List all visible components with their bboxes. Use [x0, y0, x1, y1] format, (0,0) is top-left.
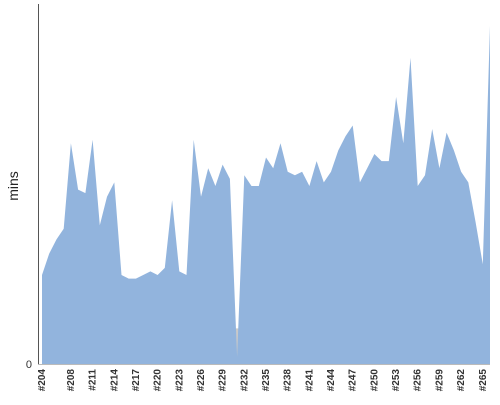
x-tick-label: #208 [66, 369, 77, 392]
x-tick-label: #244 [326, 369, 337, 392]
x-tick-label: #223 [174, 369, 185, 392]
x-tick-label: #238 [283, 369, 294, 392]
area-layer [42, 25, 490, 365]
x-tick-label: #253 [391, 369, 402, 392]
x-tick-label: #265 [478, 369, 489, 392]
x-tick-label: #220 [153, 369, 164, 392]
x-tick-label: #247 [348, 369, 359, 392]
gap-shade [234, 328, 241, 364]
area-series [42, 25, 490, 365]
y-tick-label: 0 [26, 359, 32, 371]
x-tick-label: #232 [239, 369, 250, 392]
x-tick-label: #226 [196, 369, 207, 392]
x-tick-label: #211 [88, 369, 99, 391]
y-axis-title: mins [5, 171, 21, 201]
x-tick-label: #204 [37, 369, 48, 392]
x-tick-label: #214 [109, 369, 120, 392]
x-tick-labels: #204 #208 #211 #214 #217 #220 #223 #226 #229 #232… [37, 369, 489, 392]
x-tick-label: #250 [369, 369, 380, 392]
x-tick-label: #259 [434, 369, 445, 392]
x-tick-label: #235 [261, 369, 272, 392]
x-tick-label: #262 [456, 369, 467, 392]
x-tick-label: #256 [413, 369, 424, 392]
axes: 0 [26, 4, 490, 371]
x-tick-label: #217 [131, 369, 142, 392]
x-tick-label: #241 [304, 369, 315, 392]
x-tick-label: #229 [218, 369, 229, 392]
